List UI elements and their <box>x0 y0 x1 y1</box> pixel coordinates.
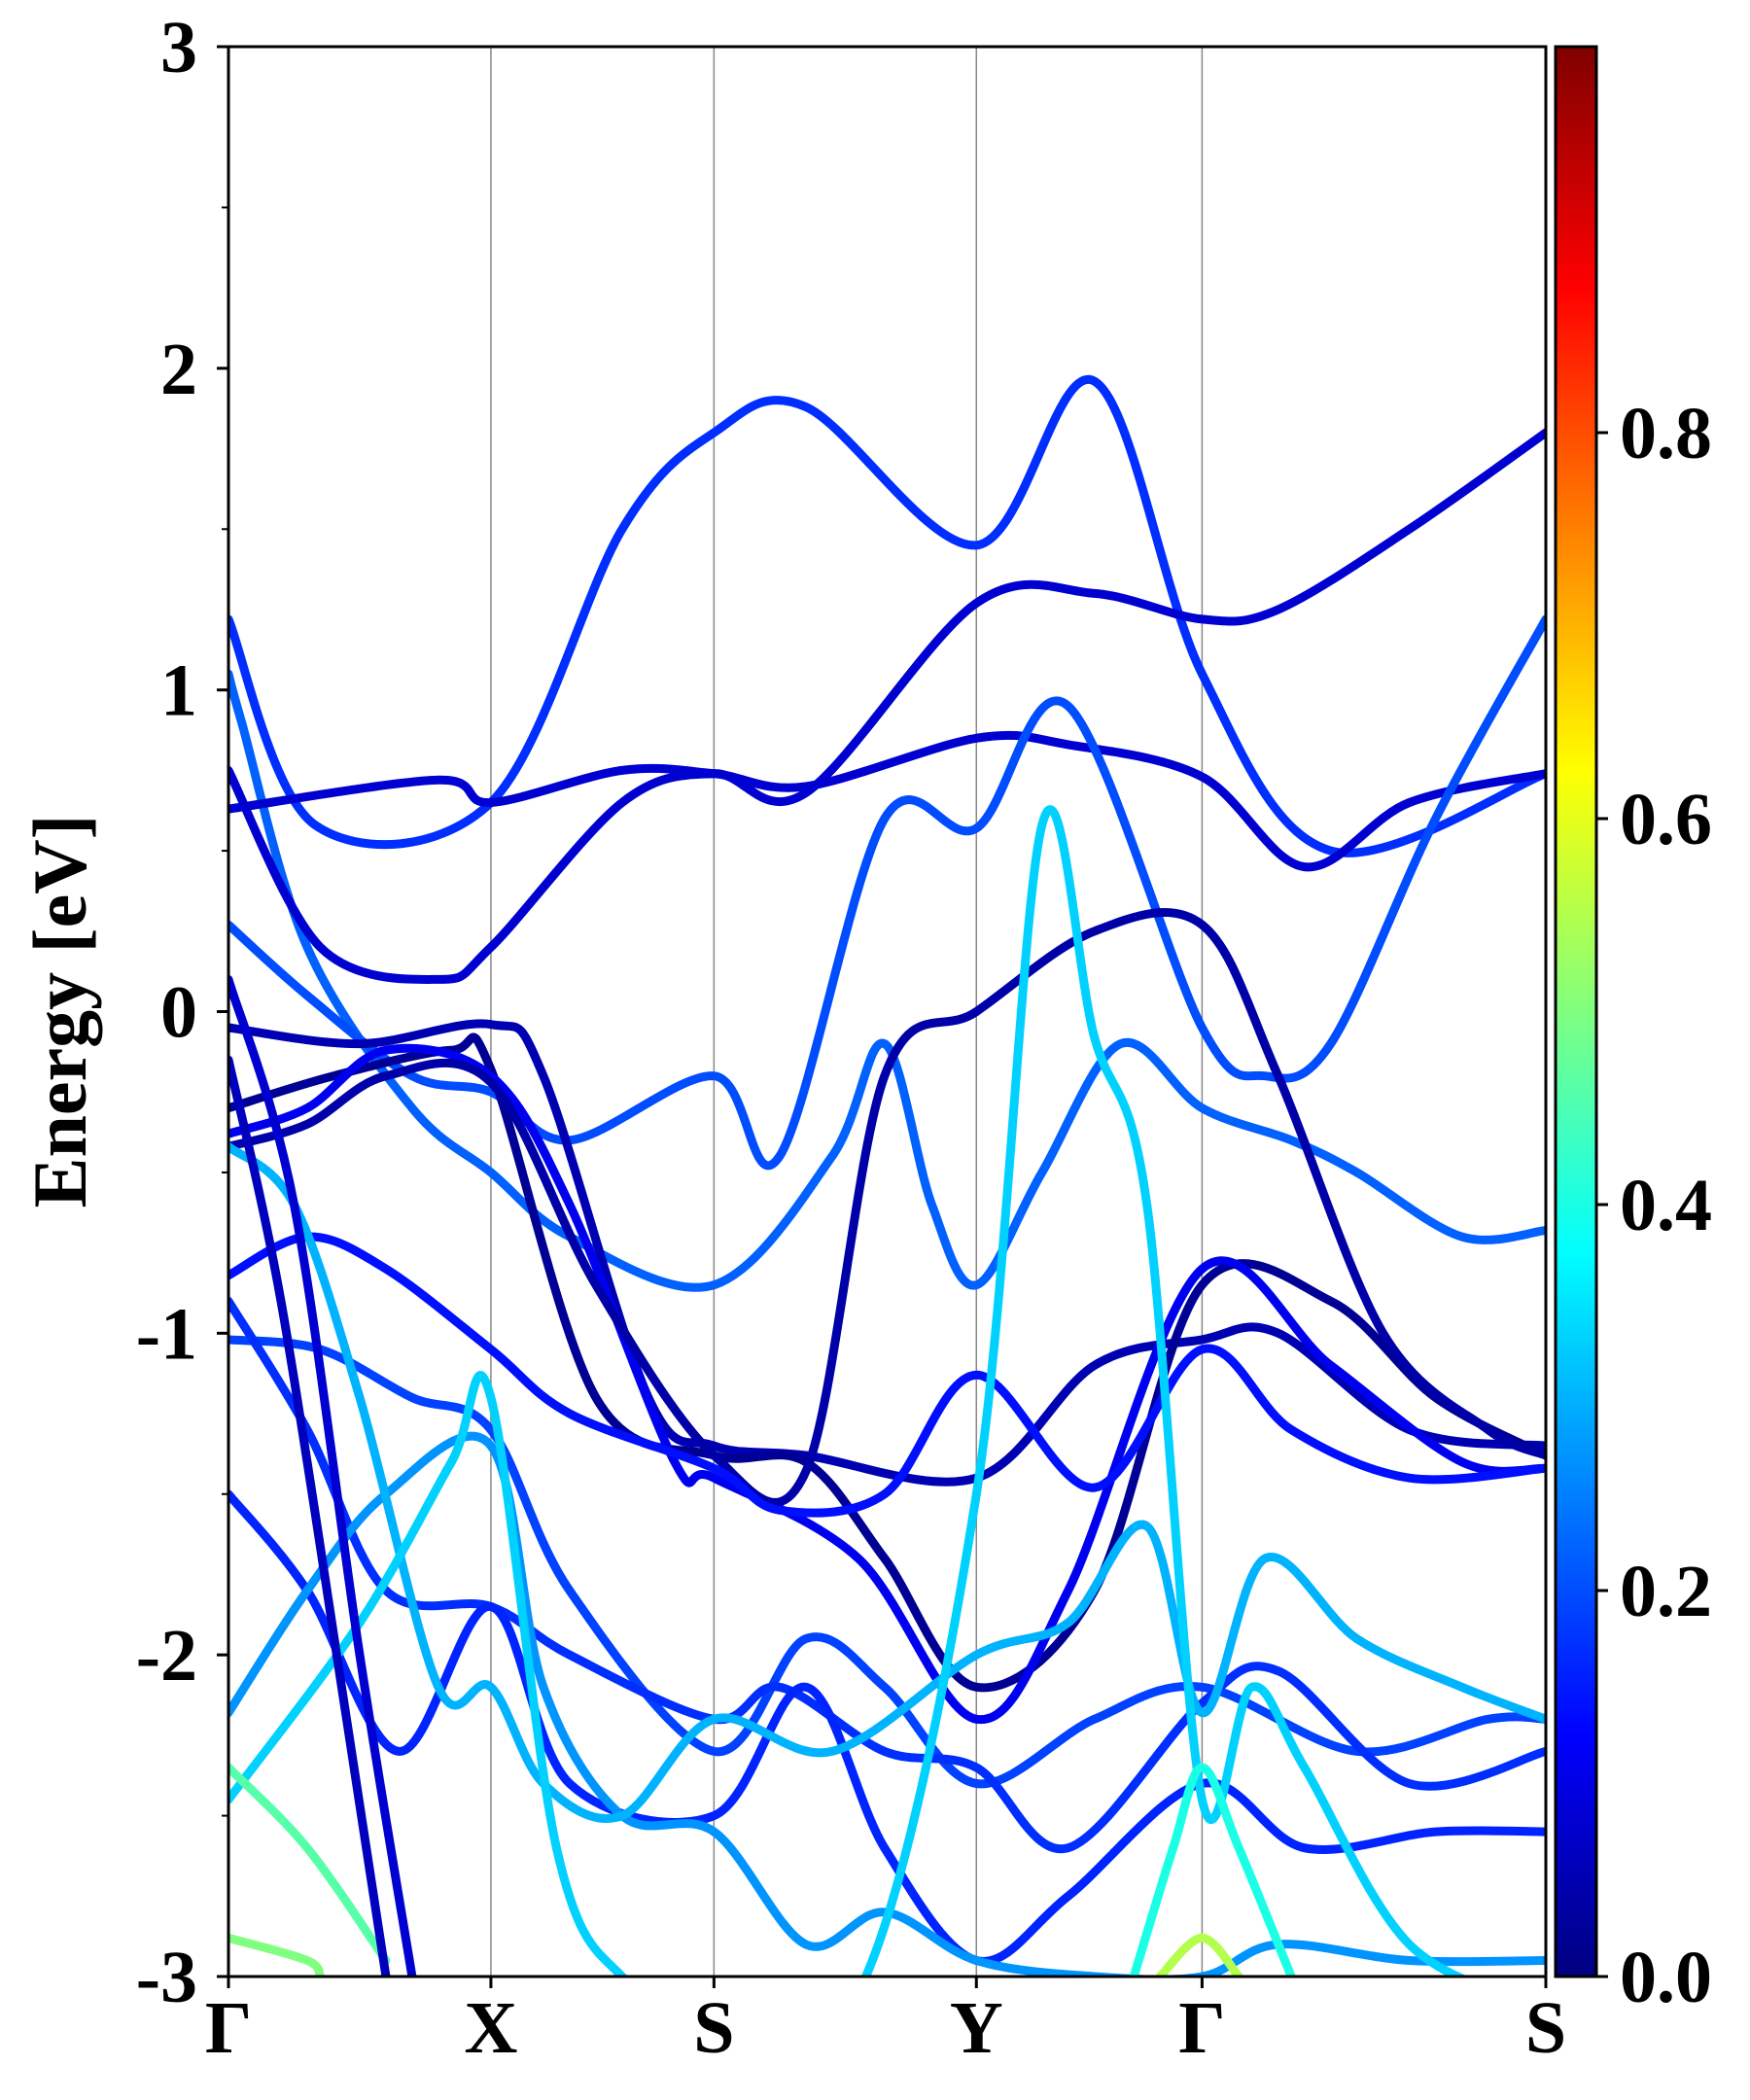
x-tick-label: Y <box>950 1987 1003 2069</box>
y-tick-label: 3 <box>160 7 197 88</box>
band-line <box>1155 1933 1243 1977</box>
band-line <box>228 908 1546 1507</box>
y-tick-label: 2 <box>160 329 197 410</box>
band-line <box>228 974 417 1977</box>
x-tick-label: S <box>1525 1987 1566 2069</box>
band-line <box>1129 1763 1296 1977</box>
kpath-gridlines <box>490 47 1204 1977</box>
x-tick-label: X <box>464 1987 517 2069</box>
band-line <box>228 1232 1546 1518</box>
band-line <box>228 1335 1546 1789</box>
band-line <box>228 1055 391 1977</box>
y-tick-label: -3 <box>136 1937 197 2018</box>
band-line <box>228 1296 1546 1854</box>
colorbar-gradient <box>1554 45 1598 1978</box>
band-line <box>228 614 1546 1171</box>
band-line <box>228 1431 1546 1977</box>
band-line <box>228 1933 325 1977</box>
band-line <box>228 374 1546 858</box>
x-tick-label: Γ <box>1178 1987 1225 2069</box>
band-line <box>228 805 1469 1977</box>
colorbar: 0.0 0.2 0.4 0.6 0.8 <box>1554 45 1712 2018</box>
band-line <box>228 730 1546 872</box>
x-tick-label: S <box>693 1987 734 2069</box>
x-tick-label: Γ <box>205 1987 252 2069</box>
colorbar-tick-label: 0.2 <box>1620 1551 1712 1632</box>
bands <box>228 374 1546 1977</box>
band-line <box>228 1489 1546 1966</box>
y-tick-label: -2 <box>136 1615 197 1697</box>
colorbar-tick-label: 0.6 <box>1620 779 1712 860</box>
band-line <box>228 1032 1546 1693</box>
colorbar-ticks: 0.0 0.2 0.4 0.6 0.8 <box>1596 393 1712 2018</box>
y-tick-label: 0 <box>160 972 197 1054</box>
y-tick-label: 1 <box>160 650 197 732</box>
colorbar-tick-label: 0.8 <box>1620 393 1712 474</box>
colorbar-tick-label: 0.4 <box>1620 1165 1712 1246</box>
y-tick-label: -1 <box>136 1293 197 1375</box>
band-line <box>228 1763 391 1965</box>
band-line <box>228 1019 1546 1487</box>
y-axis-ticks: -3 -2 -1 0 1 2 3 <box>136 7 228 2018</box>
colorbar-tick-label: 0.0 <box>1620 1937 1712 2018</box>
band-line <box>228 428 1546 984</box>
band-line <box>228 669 1546 1292</box>
y-axis-title: Energy [eV] <box>18 814 102 1208</box>
band-line <box>228 1141 1546 1823</box>
band-line <box>228 1043 1546 1724</box>
